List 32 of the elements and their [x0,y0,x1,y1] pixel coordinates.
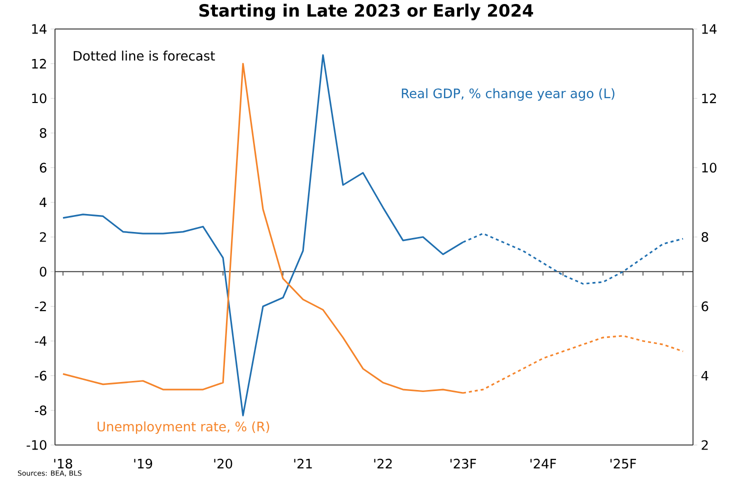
y-tick-label: 4 [40,198,47,208]
x-tick-label: '22 [374,458,392,468]
y2-tick-label: 4 [701,370,708,380]
y-tick-label: -10 [26,440,46,450]
x-tick-label: '23F [450,458,476,469]
y-tick-label: -2 [34,302,46,312]
text: Unemployment rate, % (R) [98,421,270,434]
y-tick-label: 14 [32,24,46,34]
y-tick-label: 6 [40,162,46,173]
x-tick-label: '24F [530,458,556,468]
y2-tick-label: 10 [702,162,716,173]
x-tick-label: '21 [294,458,312,468]
text: Real GDP, % change year ago (L) [402,88,614,101]
x-tick-label: '20 [214,458,232,469]
y-tick-label: 2 [40,232,46,242]
y-tick-label: -6 [34,370,46,381]
y-tick-label: 0 [40,266,46,277]
y2-tick-label: 6 [702,301,708,312]
y2-tick-label: 12 [702,94,716,104]
y2-tick-label: 8 [702,232,708,242]
x-tick-label: '19 [134,458,152,469]
x-tick-label: '25F [610,458,636,469]
y2-tick-label: 2 [702,440,708,450]
y-tick-label: 8 [40,128,46,138]
y2-tick-label: 14 [702,24,717,34]
y-tick-label: 10 [32,93,46,104]
x-tick-label: '18 [54,458,72,469]
annotation: Dotted line is forecast [74,50,215,61]
y-tick-label: -4 [34,336,47,346]
y-tick-label: -8 [34,405,46,416]
chart-title: Starting in Late 2023 or Early 2024 [199,4,534,20]
y-tick-label: 12 [32,58,46,68]
